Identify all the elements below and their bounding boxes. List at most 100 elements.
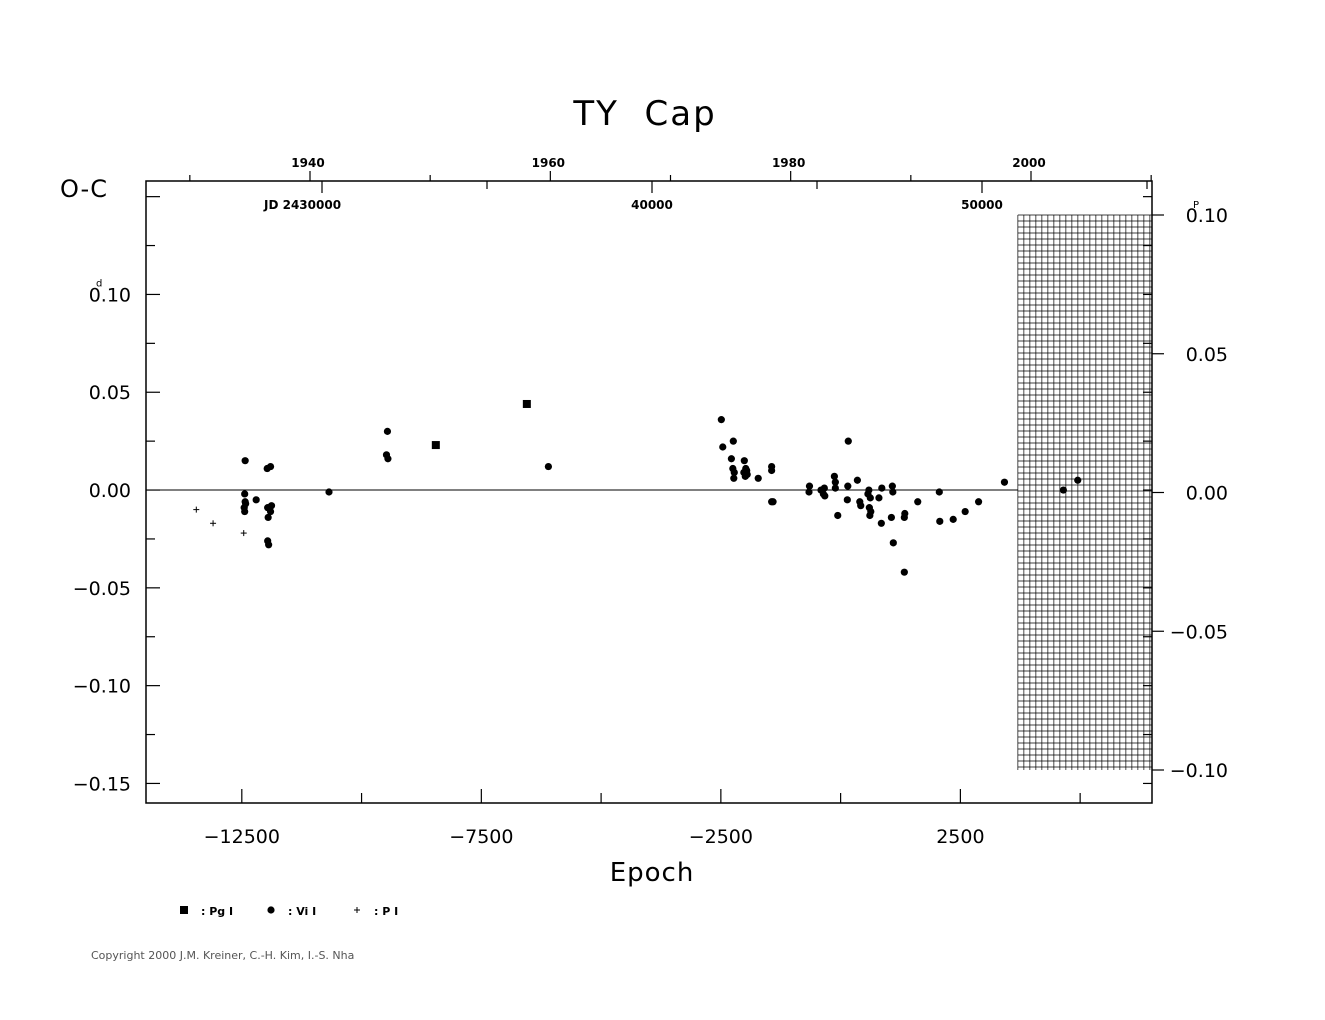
data-point — [740, 457, 748, 465]
data-point — [1000, 478, 1009, 486]
data-point — [240, 530, 247, 537]
data-point — [875, 494, 883, 502]
data-point — [754, 474, 762, 482]
legend-item: : P I — [354, 905, 398, 918]
data-point — [544, 462, 553, 471]
data-point — [949, 515, 957, 523]
data-point — [241, 507, 249, 516]
data-point — [729, 437, 737, 445]
data-point — [193, 506, 200, 513]
data-point — [877, 519, 885, 527]
data-point — [888, 482, 896, 490]
data-point — [264, 513, 272, 522]
data-point — [900, 513, 908, 522]
jd-prefix-label: JD 2430000 — [263, 198, 341, 212]
data-point — [325, 488, 333, 496]
data-point — [853, 476, 861, 484]
copyright-notice: Copyright 2000 J.M. Kreiner, C.-H. Kim, … — [91, 949, 355, 962]
legend-label: : P I — [374, 905, 398, 918]
data-point — [719, 443, 727, 451]
hatch-grid — [1017, 214, 1152, 770]
data-point — [727, 455, 735, 463]
legend: : Pg I : Vi I : P I — [180, 905, 398, 918]
data-point — [865, 486, 873, 494]
data-point — [844, 482, 852, 490]
data-point — [830, 472, 838, 480]
data-point — [730, 474, 738, 482]
data-point — [843, 496, 851, 504]
hatched-region — [1017, 214, 1152, 770]
jd-tick-label: 40000 — [631, 198, 673, 212]
y-tick-label: −0.10 — [73, 676, 131, 698]
data-point — [768, 466, 776, 475]
data-point — [730, 468, 738, 477]
series-plus — [193, 506, 247, 537]
legend-marker — [180, 906, 188, 914]
data-point — [805, 488, 813, 496]
data-point — [889, 488, 897, 496]
data-point — [384, 455, 392, 463]
data-point — [844, 437, 852, 445]
right-y-tick-label: 0.05 — [1186, 344, 1228, 366]
right-y-tick-label: 0.00 — [1186, 483, 1228, 505]
x-axis-label: Epoch — [610, 858, 695, 888]
data-point — [834, 511, 842, 520]
legend-item: : Pg I — [180, 905, 233, 918]
data-point — [210, 520, 217, 527]
y-tick-label: 0.10 — [89, 284, 131, 306]
y-unit-left: d — [96, 278, 102, 289]
data-point — [935, 488, 943, 496]
y-tick-label: 0.00 — [89, 480, 131, 502]
data-point — [914, 498, 922, 506]
data-point — [887, 513, 895, 522]
year-tick-label: 2000 — [1012, 156, 1045, 170]
data-point — [889, 539, 897, 547]
data-point — [266, 462, 275, 471]
chart-title: TY Cap — [572, 94, 716, 134]
legend-label: : Pg I — [201, 905, 233, 918]
x-tick-label: 2500 — [936, 826, 984, 848]
data-point — [769, 498, 777, 506]
x-tick-label: −12500 — [204, 826, 280, 848]
legend-marker — [267, 906, 275, 914]
data-point — [1059, 486, 1067, 494]
data-points — [193, 399, 1082, 576]
data-point — [741, 472, 749, 480]
x-tick-label: −2500 — [689, 826, 753, 848]
data-point — [1074, 476, 1082, 484]
data-point — [866, 494, 874, 502]
data-point — [242, 500, 250, 508]
y-tick-label: −0.15 — [73, 773, 131, 795]
data-point — [900, 568, 908, 576]
series-circle — [240, 416, 1082, 576]
series-square — [431, 399, 531, 450]
y-tick-label: −0.05 — [73, 578, 131, 600]
data-point — [820, 484, 828, 492]
axis-ticks — [146, 171, 1164, 803]
data-point — [857, 502, 865, 510]
data-point — [717, 416, 725, 424]
jd-tick-label: 50000 — [961, 198, 1003, 212]
legend-label: : Vi I — [288, 905, 316, 918]
year-tick-label: 1980 — [772, 156, 805, 170]
data-point — [266, 507, 275, 516]
data-point — [974, 498, 983, 506]
data-point — [241, 490, 249, 498]
plot-frame — [145, 180, 1153, 804]
data-point — [522, 399, 531, 408]
data-point — [961, 507, 969, 516]
data-point — [431, 441, 440, 450]
y-axis-label: O-C — [60, 175, 108, 203]
x-tick-label: −7500 — [449, 826, 513, 848]
right-y-tick-label: −0.10 — [1170, 760, 1228, 782]
data-point — [252, 496, 260, 504]
plot-border — [145, 180, 1153, 804]
data-point — [831, 484, 839, 492]
data-point — [805, 482, 814, 490]
data-point — [383, 427, 392, 435]
year-tick-label: 1960 — [532, 156, 565, 170]
right-y-tick-label: 0.10 — [1186, 205, 1228, 227]
legend-marker — [354, 907, 360, 913]
data-point — [936, 517, 944, 525]
